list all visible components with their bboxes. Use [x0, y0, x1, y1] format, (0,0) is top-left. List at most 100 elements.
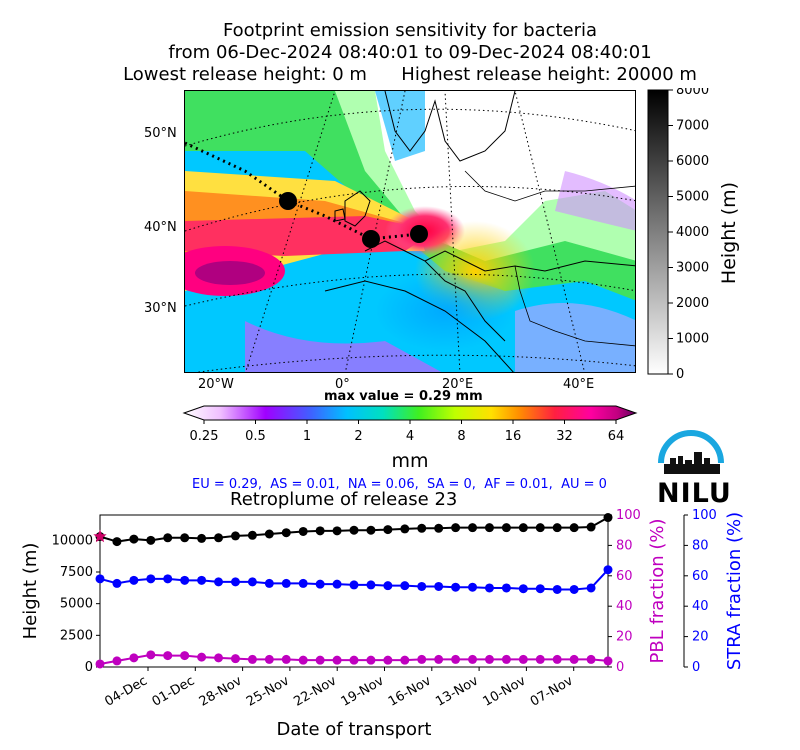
series-point: [95, 574, 105, 584]
series-point: [214, 577, 224, 587]
retroplume-title: Retroplume of release 23: [230, 489, 458, 510]
series-point: [451, 582, 461, 592]
x-tick-label: 22-Nov: [291, 673, 339, 709]
series-point: [518, 523, 528, 533]
series-point: [281, 654, 291, 664]
footprint-map: [184, 90, 636, 373]
series-point: [400, 524, 410, 534]
series-point: [332, 655, 342, 665]
series-point: [552, 523, 562, 533]
series-point: [434, 523, 444, 533]
series-point: [383, 525, 393, 535]
mm-colorbar-tick-label: 32: [556, 429, 573, 444]
series-point: [586, 654, 596, 664]
series-point: [518, 654, 528, 664]
series-point: [383, 655, 393, 665]
left-tick-label: 7500: [60, 565, 93, 580]
series-point: [264, 578, 274, 588]
series-point: [569, 654, 579, 664]
series-point: [112, 578, 122, 588]
series-point: [603, 565, 613, 575]
series-point: [112, 537, 122, 547]
series-point: [264, 654, 274, 664]
series-point: [298, 578, 308, 588]
y-axis-label-stra: STRA fraction (%): [724, 512, 745, 670]
series-point: [400, 655, 410, 665]
series-point: [586, 522, 596, 532]
series-point: [315, 526, 325, 536]
max-value-text: max value = 0.29 mm: [324, 389, 483, 404]
series-point: [247, 577, 257, 587]
series-point: [468, 654, 478, 664]
pbl-tick-label: 40: [616, 599, 633, 614]
series-point: [603, 513, 613, 523]
series-point: [146, 650, 156, 660]
series-point: [146, 535, 156, 545]
series-point: [163, 574, 173, 584]
series-point: [484, 583, 494, 593]
series-point: [349, 580, 359, 590]
series-point: [95, 659, 105, 669]
nilu-logo-icon: [658, 430, 724, 474]
x-tick-label: 04-Dec: [102, 673, 150, 709]
series-point: [247, 530, 257, 540]
lon-label: 20°E: [442, 377, 474, 392]
trajectory-point: [362, 230, 380, 248]
series-point: [366, 525, 376, 535]
height-colorbar-tick-label: 6000: [676, 154, 709, 169]
left-tick-label: 5000: [60, 597, 93, 612]
series-point: [197, 575, 207, 585]
mm-colorbar-tick-label: 2: [354, 429, 362, 444]
stra-tick-label: 20: [692, 630, 709, 645]
series-point: [281, 578, 291, 588]
mm-colorbar-tick-label: 0.25: [190, 429, 219, 444]
y-axis-label-pbl: PBL fraction (%): [647, 519, 668, 664]
series-point: [366, 580, 376, 590]
series-point: [247, 654, 257, 664]
series-point: [468, 523, 478, 533]
x-tick-label: 10-Nov: [481, 673, 529, 709]
series-point: [417, 581, 427, 591]
height-colorbar-tick-label: 4000: [676, 225, 709, 240]
mm-colorbar-tick-label: 0.5: [245, 429, 266, 444]
lat-label: 40°N: [144, 220, 177, 235]
pbl-tick-label: 0: [616, 660, 624, 675]
series-point: [315, 579, 325, 589]
series-point: [298, 526, 308, 536]
series-point: [281, 528, 291, 538]
series-point: [535, 584, 545, 594]
series-point: [230, 577, 240, 587]
lat-label: 50°N: [144, 126, 177, 141]
lon-label: 40°E: [563, 377, 595, 392]
series-point: [535, 654, 545, 664]
x-tick-label: 01-Dec: [150, 673, 198, 709]
series-point: [417, 523, 427, 533]
series-point: [484, 523, 494, 533]
lon-label: 0°: [335, 377, 350, 392]
mm-colorbar: 0.25 0.5 1 2 4 8 16 32 64 mm: [182, 405, 638, 472]
x-axis-label: Date of transport: [277, 719, 432, 740]
release-marker-icon: [93, 529, 107, 543]
series-point: [163, 533, 173, 543]
height-colorbar-tick-label: 3000: [676, 261, 709, 276]
series-point: [298, 655, 308, 665]
series-point: [112, 656, 122, 666]
height-colorbar: 8000 7000 6000 5000 4000 3000 2000 1000 0 Height…: [647, 88, 740, 380]
height-colorbar-tick-label: 8000: [676, 88, 709, 98]
series-point: [501, 523, 511, 533]
stra-tick-label: 40: [692, 599, 709, 614]
stra-tick-label: 60: [692, 569, 709, 584]
series-point: [501, 654, 511, 664]
series-point: [264, 529, 274, 539]
series-point: [197, 652, 207, 662]
x-tick-label: 13-Nov: [433, 673, 481, 709]
series-point: [230, 654, 240, 664]
height-colorbar-tick-label: 5000: [676, 190, 709, 205]
height-colorbar-tick-label: 7000: [676, 119, 709, 134]
series-point: [230, 531, 240, 541]
series-point: [383, 581, 393, 591]
left-tick-label: 10000: [52, 533, 93, 548]
pbl-tick-label: 80: [616, 538, 633, 553]
trajectory-point: [279, 192, 297, 210]
mm-colorbar-tick-label: 16: [505, 429, 522, 444]
